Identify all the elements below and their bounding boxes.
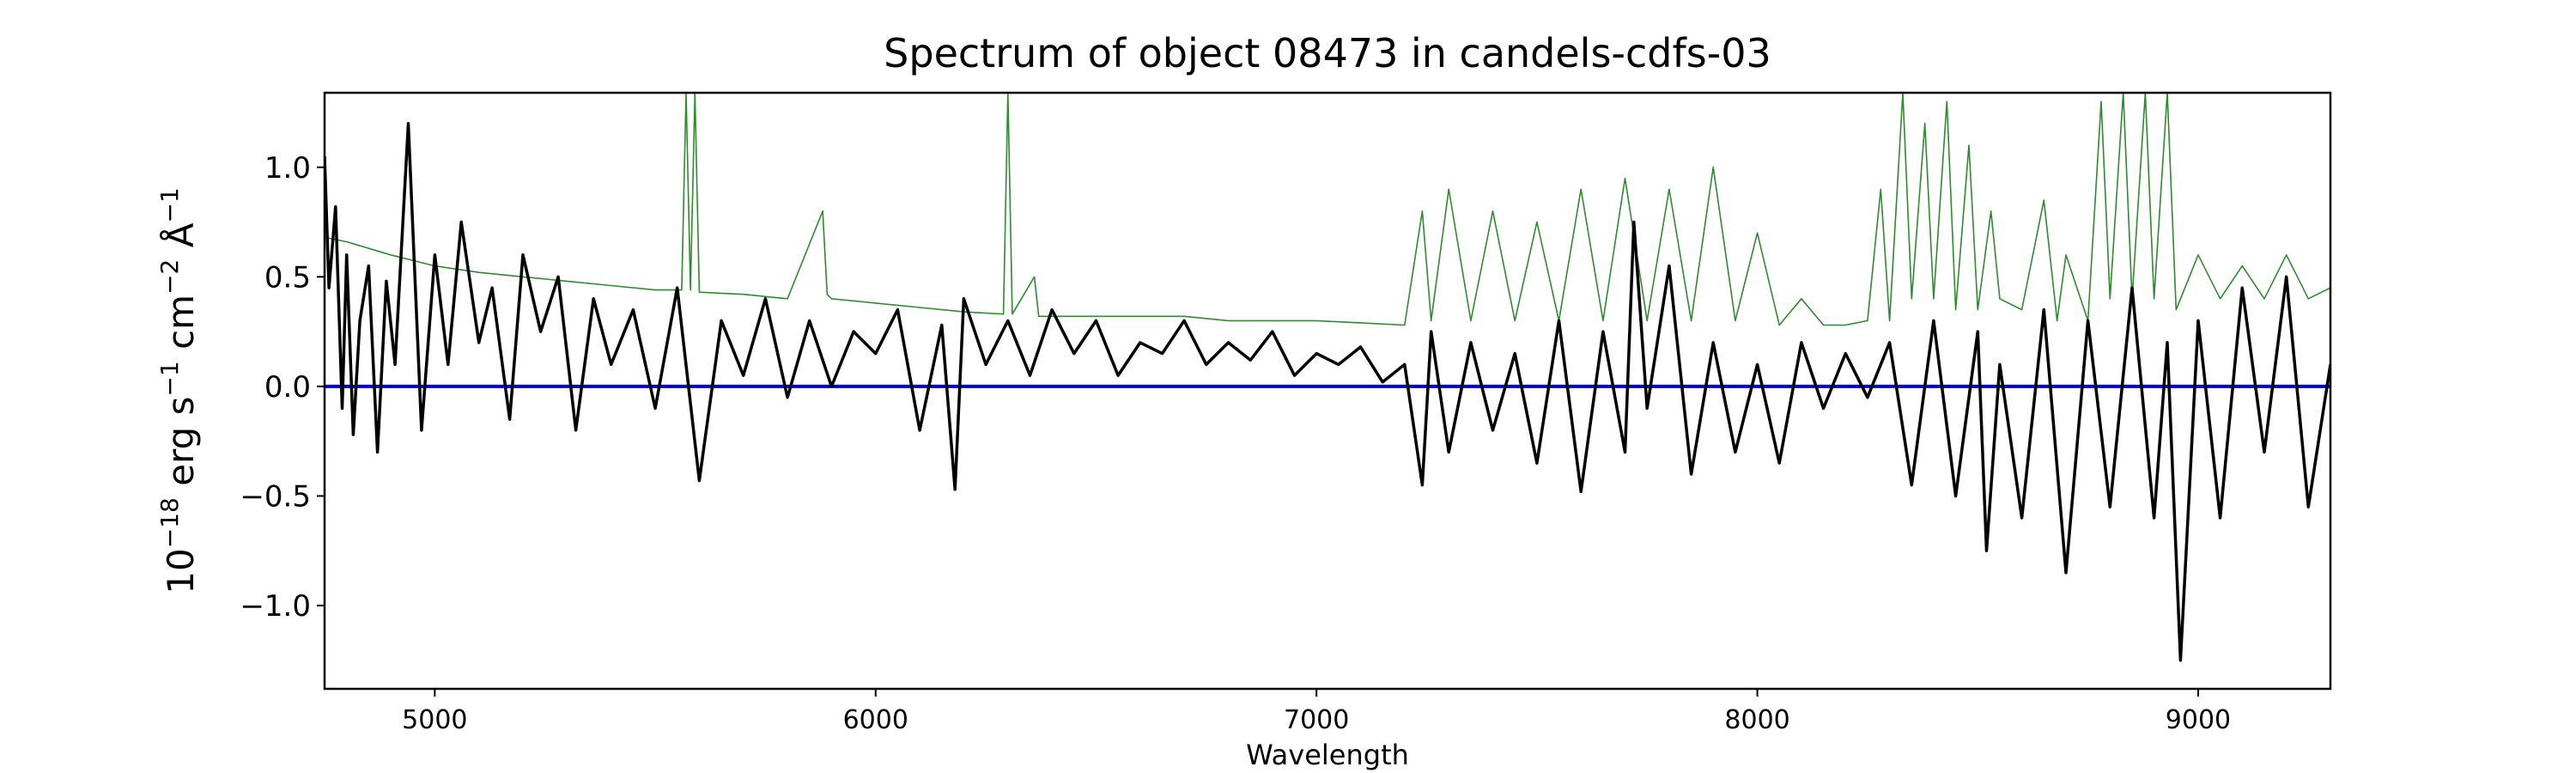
y-label-exp4: −1 bbox=[155, 187, 184, 222]
x-axis: 5000 6000 7000 8000 9000 bbox=[402, 689, 2231, 735]
y-label-unit3: Å bbox=[159, 222, 202, 259]
y-axis-label: 10−18 erg s−1 cm−2 Å−1 bbox=[155, 187, 202, 593]
y-label-exp2: −1 bbox=[155, 361, 184, 396]
y-label-exp3: −2 bbox=[155, 259, 184, 295]
y-label-unit1: erg s bbox=[160, 397, 202, 498]
y-label-base: 10 bbox=[160, 548, 202, 593]
y-label-unit2: cm bbox=[160, 295, 202, 361]
x-tick-label: 7000 bbox=[1284, 705, 1349, 735]
x-tick-label: 8000 bbox=[1724, 705, 1789, 735]
y-tick-label: 0.0 bbox=[264, 370, 311, 405]
chart-title: Spectrum of object 08473 in candels-cdfs… bbox=[884, 30, 1771, 76]
x-tick-label: 6000 bbox=[843, 705, 908, 735]
x-tick-label: 9000 bbox=[2166, 705, 2231, 735]
x-axis-label: Wavelength bbox=[1246, 739, 1409, 771]
plot-frame bbox=[323, 91, 2332, 691]
y-tick-label: −1.0 bbox=[240, 589, 311, 624]
y-tick-label: −0.5 bbox=[240, 479, 311, 514]
y-axis: 1.0 0.5 0.0 −0.5 −1.0 bbox=[240, 151, 325, 624]
series-layer bbox=[325, 93, 2330, 662]
y-label-exp1: −18 bbox=[155, 497, 184, 548]
noise-series-line bbox=[325, 93, 2330, 326]
flux-series-line bbox=[325, 121, 2330, 662]
y-tick-label: 0.5 bbox=[264, 260, 311, 295]
y-tick-label: 1.0 bbox=[264, 151, 311, 186]
x-tick-label: 5000 bbox=[402, 705, 467, 735]
